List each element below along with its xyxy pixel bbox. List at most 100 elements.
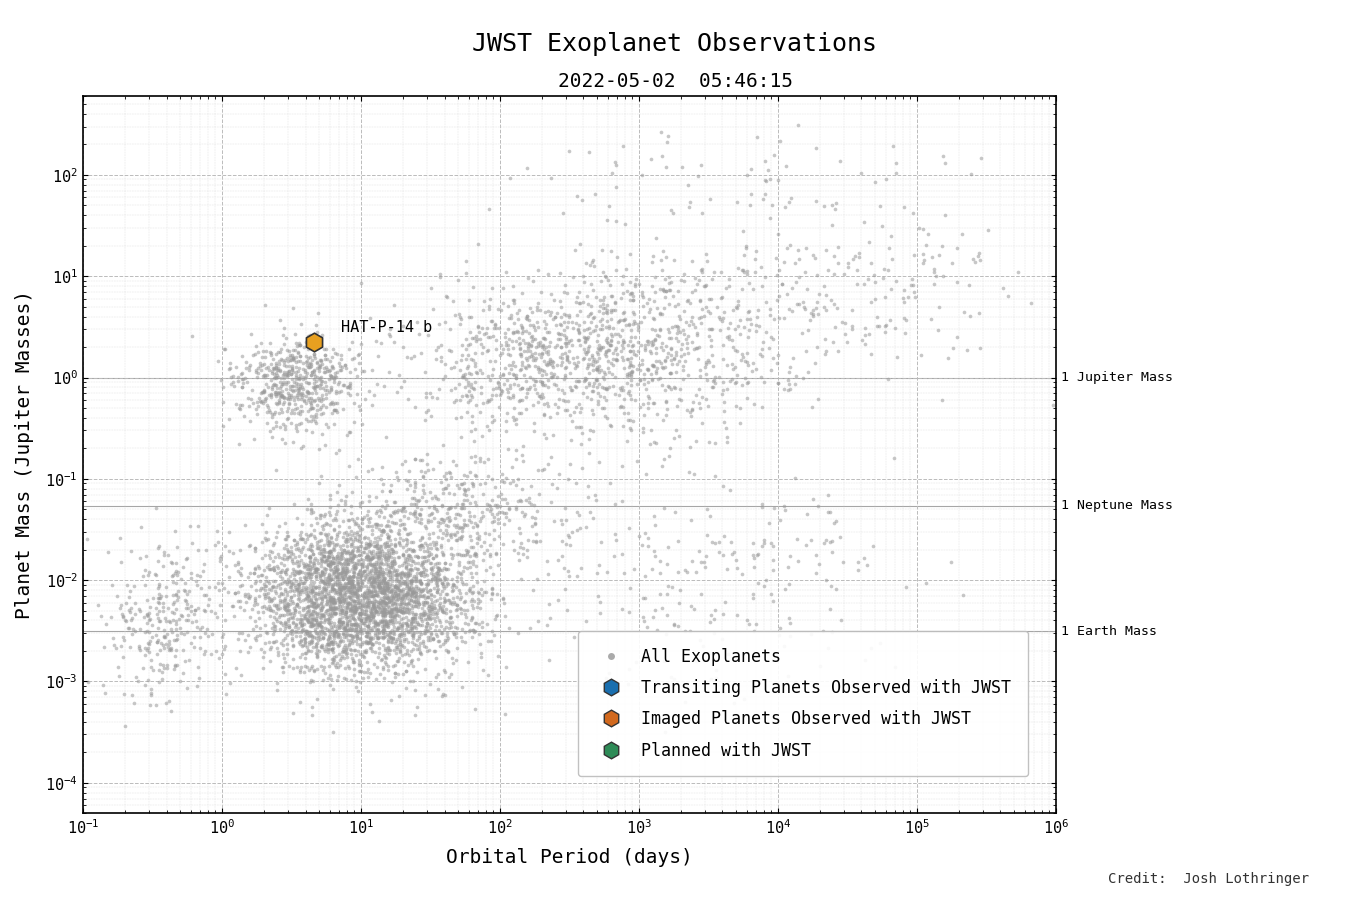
Point bbox=[556, 353, 578, 367]
Point bbox=[413, 569, 435, 583]
Point bbox=[271, 587, 293, 601]
Point bbox=[360, 564, 382, 579]
Point bbox=[300, 626, 321, 640]
Point bbox=[456, 518, 478, 533]
Point bbox=[716, 420, 737, 435]
Point bbox=[360, 607, 382, 621]
Point bbox=[522, 372, 544, 386]
Point bbox=[315, 383, 336, 398]
Point bbox=[259, 608, 281, 623]
Point bbox=[387, 587, 409, 601]
Point bbox=[371, 608, 393, 622]
Point bbox=[956, 343, 977, 357]
Point bbox=[784, 376, 806, 391]
Point bbox=[613, 313, 634, 328]
Point bbox=[371, 566, 393, 580]
Point bbox=[471, 346, 493, 360]
Point bbox=[425, 537, 447, 552]
Point bbox=[447, 273, 468, 287]
Point bbox=[336, 580, 358, 594]
Point bbox=[315, 341, 336, 356]
Point bbox=[321, 554, 343, 568]
Point bbox=[157, 600, 178, 615]
Point bbox=[478, 343, 500, 357]
Point bbox=[432, 576, 454, 590]
Point bbox=[460, 366, 482, 381]
Point bbox=[336, 565, 358, 580]
Point bbox=[752, 349, 774, 364]
Point bbox=[331, 591, 352, 606]
Point bbox=[759, 516, 780, 530]
Point bbox=[385, 602, 406, 616]
Point bbox=[319, 363, 340, 377]
Point bbox=[243, 432, 265, 446]
Point bbox=[306, 635, 328, 650]
Point bbox=[450, 508, 471, 522]
Point bbox=[356, 593, 378, 608]
Point bbox=[277, 599, 298, 614]
Point bbox=[232, 348, 254, 363]
Point bbox=[173, 560, 194, 574]
Point bbox=[736, 240, 757, 255]
Point bbox=[350, 579, 371, 593]
Point bbox=[305, 374, 327, 389]
Point bbox=[466, 334, 487, 348]
Point bbox=[539, 308, 560, 322]
Point bbox=[352, 616, 374, 630]
Point bbox=[300, 612, 321, 626]
Point bbox=[437, 644, 459, 659]
Point bbox=[497, 346, 518, 361]
Point bbox=[275, 532, 297, 546]
Point bbox=[435, 634, 456, 649]
Point bbox=[451, 501, 472, 516]
Point bbox=[589, 341, 610, 356]
Point bbox=[417, 616, 439, 630]
Point bbox=[323, 583, 344, 598]
Point bbox=[360, 632, 382, 646]
Point bbox=[408, 493, 429, 508]
Point bbox=[367, 551, 389, 565]
Point bbox=[397, 625, 418, 639]
Point bbox=[535, 378, 556, 392]
Point bbox=[211, 576, 232, 590]
Point bbox=[493, 591, 514, 606]
Point bbox=[329, 582, 351, 597]
Point bbox=[389, 651, 410, 665]
Point bbox=[340, 499, 362, 513]
Point bbox=[396, 561, 417, 575]
Point bbox=[470, 594, 491, 608]
Legend: All Exoplanets, Transiting Planets Observed with JWST, Imaged Planets Observed w: All Exoplanets, Transiting Planets Obser… bbox=[578, 631, 1027, 777]
Point bbox=[423, 302, 444, 316]
Point bbox=[346, 470, 367, 484]
Point bbox=[336, 599, 358, 614]
Point bbox=[204, 606, 225, 620]
Point bbox=[522, 318, 544, 332]
Point bbox=[359, 627, 381, 642]
Point bbox=[320, 559, 342, 573]
Point bbox=[177, 613, 198, 627]
Point bbox=[549, 340, 571, 355]
Point bbox=[157, 640, 178, 654]
Point bbox=[549, 339, 571, 354]
Point bbox=[822, 535, 844, 549]
Point bbox=[679, 195, 701, 210]
Point bbox=[375, 597, 397, 611]
Point bbox=[279, 607, 301, 621]
Point bbox=[247, 569, 269, 583]
Point bbox=[356, 531, 378, 545]
Point bbox=[324, 577, 346, 591]
Point bbox=[666, 347, 687, 362]
Point bbox=[348, 656, 370, 670]
Point bbox=[258, 598, 279, 613]
Point bbox=[348, 547, 370, 562]
Point bbox=[768, 289, 790, 303]
Point bbox=[664, 671, 686, 686]
Point bbox=[333, 586, 355, 600]
Point bbox=[427, 515, 448, 529]
Point bbox=[302, 584, 324, 598]
Point bbox=[282, 615, 304, 629]
Point bbox=[390, 582, 412, 597]
Point bbox=[364, 634, 386, 649]
Point bbox=[316, 536, 338, 551]
Point bbox=[713, 352, 734, 366]
